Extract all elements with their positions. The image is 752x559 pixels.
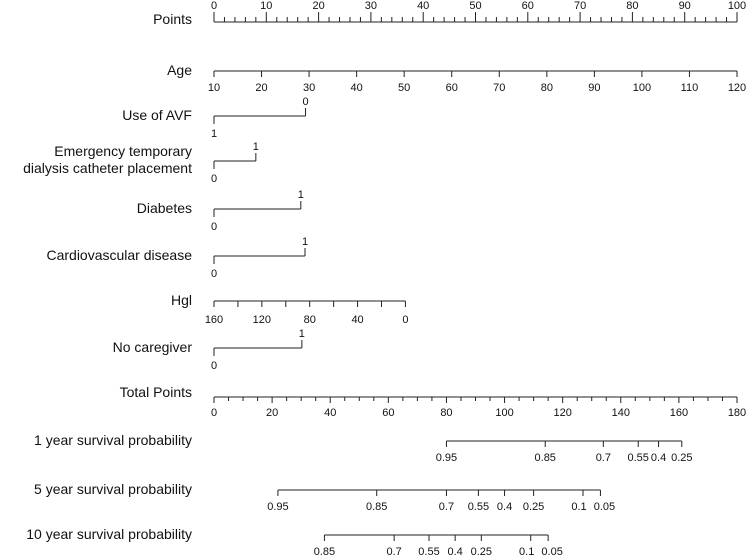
total-points-tick-label: 100	[495, 407, 513, 419]
hgl-tick-label: 0	[402, 314, 408, 326]
hgl-tick-label: 80	[304, 314, 316, 326]
total-points-tick-label: 120	[553, 407, 571, 419]
10-year-survival-probability-tick-label: 0.7	[386, 546, 401, 558]
10-year-survival-probability-tick-label: 0.1	[519, 546, 534, 558]
points-tick-label: 70	[574, 0, 586, 12]
age-tick-label: 70	[493, 82, 505, 94]
cardiovascular-disease-level-label: 0	[211, 268, 217, 280]
5-year-survival-probability-row-label: 5 year survival probability	[34, 481, 192, 497]
points-tick-label: 60	[522, 0, 534, 12]
total-points-row-label: Total Points	[120, 384, 192, 400]
5-year-survival-probability-tick-label: 0.05	[594, 501, 615, 513]
points-tick-label: 30	[365, 0, 377, 12]
hgl-tick-label: 40	[351, 314, 363, 326]
total-points-tick-label: 0	[211, 407, 217, 419]
5-year-survival-probability-tick-label: 0.4	[497, 501, 512, 513]
age-tick-label: 20	[255, 82, 267, 94]
10-year-survival-probability-tick-label: 0.05	[541, 546, 562, 558]
use-of-avf-level-label: 0	[302, 96, 308, 108]
hgl-tick-label: 120	[253, 314, 271, 326]
points-tick-label: 20	[312, 0, 324, 12]
5-year-survival-probability-tick-label: 0.7	[439, 501, 454, 513]
1-year-survival-probability-row-label: 1 year survival probability	[34, 432, 192, 448]
age-tick-label: 120	[728, 82, 746, 94]
emergency-temporary-dialysis-catheter-placement-label-line2: dialysis catheter placement	[23, 160, 192, 176]
total-points-tick-label: 60	[382, 407, 394, 419]
no-caregiver-level-label: 1	[299, 328, 305, 340]
1-year-survival-probability-tick-label: 0.4	[651, 452, 666, 464]
1-year-survival-probability-tick-label: 0.7	[596, 452, 611, 464]
points-tick-label: 50	[469, 0, 481, 12]
5-year-survival-probability-tick-label: 0.1	[571, 501, 586, 513]
1-year-survival-probability-tick-label: 0.25	[671, 452, 692, 464]
use-of-avf-level-label: 1	[211, 128, 217, 140]
age-tick-label: 80	[541, 82, 553, 94]
10-year-survival-probability-tick-label: 0.4	[448, 546, 463, 558]
age-tick-label: 40	[350, 82, 362, 94]
total-points-tick-label: 180	[728, 407, 746, 419]
age-tick-label: 10	[208, 82, 220, 94]
diabetes-row-label: Diabetes	[137, 200, 192, 216]
total-points-tick-label: 20	[266, 407, 278, 419]
points-tick-label: 10	[260, 0, 272, 12]
10-year-survival-probability-row-label: 10 year survival probability	[26, 526, 192, 542]
cardiovascular-disease-level-label: 1	[302, 236, 308, 248]
total-points-tick-label: 80	[440, 407, 452, 419]
points-row-label: Points	[153, 11, 192, 27]
5-year-survival-probability-tick-label: 0.55	[468, 501, 489, 513]
5-year-survival-probability-tick-label: 0.25	[523, 501, 544, 513]
emergency-temporary-dialysis-catheter-placement-level-label: 0	[211, 173, 217, 185]
age-tick-label: 110	[681, 82, 699, 94]
diabetes-level-label: 1	[298, 189, 304, 201]
total-points-tick-label: 140	[612, 407, 630, 419]
diabetes-level-label: 0	[211, 221, 217, 233]
1-year-survival-probability-tick-label: 0.85	[535, 452, 556, 464]
10-year-survival-probability-tick-label: 0.55	[418, 546, 439, 558]
emergency-temporary-dialysis-catheter-placement-label-line1: Emergency temporary	[54, 143, 192, 159]
hgl-tick-label: 160	[205, 314, 223, 326]
age-tick-label: 100	[633, 82, 651, 94]
age-tick-label: 30	[303, 82, 315, 94]
age-tick-label: 50	[398, 82, 410, 94]
1-year-survival-probability-tick-label: 0.55	[628, 452, 649, 464]
points-tick-label: 90	[679, 0, 691, 12]
1-year-survival-probability-tick-label: 0.95	[436, 452, 457, 464]
age-row-label: Age	[167, 62, 192, 78]
points-tick-label: 0	[211, 0, 217, 12]
cardiovascular-disease-row-label: Cardiovascular disease	[46, 247, 192, 263]
points-tick-label: 80	[626, 0, 638, 12]
5-year-survival-probability-tick-label: 0.85	[366, 501, 387, 513]
no-caregiver-level-label: 0	[211, 360, 217, 372]
total-points-tick-label: 40	[324, 407, 336, 419]
use-of-avf-row-label: Use of AVF	[122, 107, 192, 123]
points-tick-label: 100	[728, 0, 746, 12]
no-caregiver-row-label: No caregiver	[113, 339, 193, 355]
10-year-survival-probability-tick-label: 0.25	[471, 546, 492, 558]
total-points-tick-label: 160	[670, 407, 688, 419]
hgl-row-label: Hgl	[171, 292, 192, 308]
5-year-survival-probability-tick-label: 0.95	[267, 501, 288, 513]
age-tick-label: 90	[588, 82, 600, 94]
10-year-survival-probability-tick-label: 0.85	[314, 546, 335, 558]
age-tick-label: 60	[446, 82, 458, 94]
points-tick-label: 40	[417, 0, 429, 12]
emergency-temporary-dialysis-catheter-placement-level-label: 1	[253, 141, 259, 153]
